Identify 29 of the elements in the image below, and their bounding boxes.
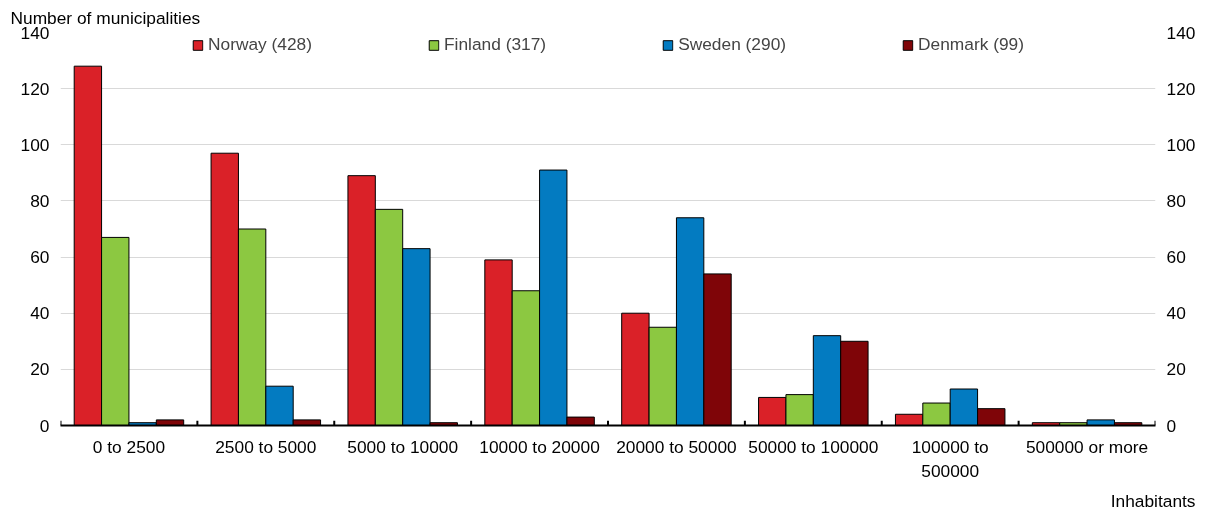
y2-tick-label: 120 bbox=[1166, 78, 1196, 99]
y2-tick-label: 100 bbox=[1166, 134, 1196, 155]
y-tick-label: 20 bbox=[30, 359, 50, 380]
x-tick-label: 5000 to 10000 bbox=[347, 436, 459, 457]
x-axis-title: Inhabitants bbox=[1110, 490, 1196, 511]
legend-label: Sweden (290) bbox=[678, 34, 787, 55]
x-tick-label: 500000 or more bbox=[1025, 436, 1149, 457]
x-tick-label: 10000 to 20000 bbox=[479, 436, 600, 457]
y2-tick-label: 20 bbox=[1166, 359, 1186, 380]
x-tick-label: 100000 to 500000 bbox=[911, 436, 989, 481]
y-tick-label: 120 bbox=[20, 78, 50, 99]
y-tick-label: 100 bbox=[20, 134, 50, 155]
x-tick-label: 2500 to 5000 bbox=[215, 436, 317, 457]
y-tick-label: 0 bbox=[39, 415, 50, 436]
y2-tick-label: 0 bbox=[1166, 415, 1177, 436]
x-tick-label: 0 to 2500 bbox=[92, 436, 166, 457]
y2-tick-label: 40 bbox=[1166, 303, 1186, 324]
y2-tick-label: 140 bbox=[1166, 22, 1196, 43]
x-tick-label: 50000 to 100000 bbox=[748, 436, 879, 457]
legend-label: Denmark (99) bbox=[918, 34, 1024, 55]
y2-tick-label: 60 bbox=[1166, 247, 1186, 268]
legend-label: Norway (428) bbox=[208, 34, 313, 55]
y2-tick-label: 80 bbox=[1166, 190, 1186, 211]
legend-label: Finland (317) bbox=[444, 34, 547, 55]
y-tick-label: 80 bbox=[30, 190, 50, 211]
y-axis-title: Number of municipalities bbox=[10, 7, 201, 28]
x-tick-label: 20000 to 50000 bbox=[616, 436, 737, 457]
y-tick-label: 60 bbox=[30, 247, 50, 268]
y-tick-label: 40 bbox=[30, 303, 50, 324]
